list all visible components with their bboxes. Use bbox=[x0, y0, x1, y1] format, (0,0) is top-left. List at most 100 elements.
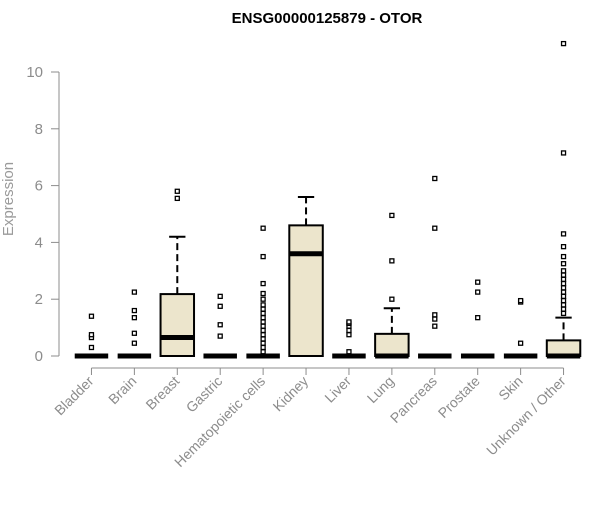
box-group bbox=[503, 297, 538, 359]
box-group bbox=[159, 188, 196, 358]
outlier-point bbox=[560, 244, 567, 250]
chart-title: ENSG00000125879 - OTOR bbox=[232, 10, 423, 27]
outlier-point bbox=[432, 225, 438, 231]
y-tick-label: 10 bbox=[26, 64, 43, 81]
box-group bbox=[288, 195, 324, 357]
outlier-point bbox=[260, 310, 266, 317]
y-tick-label: 6 bbox=[35, 178, 43, 195]
outlier-point bbox=[475, 315, 481, 321]
y-axis-label: Expression bbox=[0, 162, 17, 236]
box-group bbox=[460, 279, 495, 359]
outlier-point bbox=[475, 279, 481, 285]
box bbox=[159, 293, 196, 358]
outlier-point bbox=[432, 323, 438, 329]
outlier-point bbox=[131, 289, 138, 295]
outlier-point bbox=[260, 344, 266, 351]
box-group bbox=[246, 225, 280, 359]
outlier-point bbox=[260, 340, 266, 346]
x-tick-label: Unknown / Other bbox=[483, 373, 569, 459]
x-tick-label: Lung bbox=[364, 373, 397, 406]
y-axis: 0 2 4 6 8 10 bbox=[26, 64, 60, 365]
box bbox=[374, 332, 410, 357]
outlier-point bbox=[217, 303, 223, 309]
box-group bbox=[374, 212, 410, 359]
outlier-point bbox=[260, 319, 266, 325]
outlier-point bbox=[560, 268, 567, 274]
outlier-point bbox=[174, 188, 180, 194]
x-tick-label: Kidney bbox=[270, 373, 312, 415]
outlier-point bbox=[389, 212, 395, 219]
outlier-point bbox=[217, 322, 223, 328]
y-tick-label: 8 bbox=[35, 121, 43, 138]
outlier-point bbox=[260, 302, 266, 308]
outlier-point bbox=[260, 225, 266, 231]
outlier-point bbox=[389, 296, 395, 302]
outlier-point bbox=[560, 289, 567, 295]
box-group bbox=[74, 313, 109, 359]
outlier-point bbox=[131, 315, 138, 321]
outlier-point bbox=[88, 344, 95, 351]
outlier-point bbox=[260, 315, 266, 321]
x-tick-label: Liver bbox=[321, 373, 354, 406]
outlier-point bbox=[560, 272, 567, 278]
outlier-point bbox=[517, 340, 524, 346]
outlier-point bbox=[432, 175, 438, 182]
outlier-point bbox=[131, 307, 138, 314]
outlier-point bbox=[88, 332, 95, 338]
outlier-point bbox=[217, 333, 223, 339]
outlier-point bbox=[560, 306, 567, 312]
box-group bbox=[545, 40, 582, 359]
outlier-point bbox=[560, 276, 567, 282]
outlier-point bbox=[560, 150, 567, 156]
outlier-point bbox=[346, 327, 352, 334]
box-group bbox=[418, 175, 452, 359]
x-tick-label: Bladder bbox=[51, 373, 97, 419]
outlier-point bbox=[560, 297, 567, 304]
outlier-point bbox=[260, 327, 266, 334]
plot-area bbox=[74, 40, 582, 359]
outlier-point bbox=[131, 340, 138, 346]
outlier-point bbox=[560, 293, 567, 300]
outlier-point bbox=[260, 332, 266, 338]
y-tick-label: 0 bbox=[35, 348, 43, 365]
outlier-point bbox=[560, 280, 567, 287]
y-tick-label: 4 bbox=[35, 234, 43, 251]
outlier-point bbox=[560, 302, 567, 308]
outlier-point bbox=[560, 231, 567, 237]
outlier-point bbox=[217, 293, 223, 300]
outlier-point bbox=[260, 336, 266, 342]
outlier-point bbox=[346, 349, 352, 355]
outlier-point bbox=[88, 313, 95, 319]
outlier-point bbox=[560, 285, 567, 291]
outlier-point bbox=[131, 330, 138, 336]
outlier-point bbox=[346, 319, 352, 325]
outlier-point bbox=[260, 323, 266, 329]
outlier-point bbox=[560, 253, 567, 260]
y-tick-label: 2 bbox=[35, 291, 43, 308]
outlier-point bbox=[260, 306, 266, 312]
outlier-point bbox=[260, 253, 266, 260]
outlier-point bbox=[174, 195, 180, 202]
outlier-point bbox=[260, 280, 266, 287]
outlier-point bbox=[389, 258, 395, 264]
outlier-point bbox=[260, 349, 266, 355]
box-group bbox=[332, 319, 366, 359]
box-group bbox=[203, 293, 237, 359]
outlier-point bbox=[260, 290, 266, 297]
outlier-point bbox=[560, 310, 567, 317]
x-tick-label: Prostate bbox=[435, 373, 483, 421]
outlier-point bbox=[432, 316, 438, 322]
box bbox=[288, 224, 324, 357]
x-tick-label: Gastric bbox=[183, 373, 226, 416]
outlier-point bbox=[432, 312, 438, 318]
outlier-point bbox=[517, 297, 524, 304]
x-tick-label: Skin bbox=[495, 373, 526, 404]
box-group bbox=[117, 289, 152, 359]
outlier-point bbox=[346, 332, 352, 338]
x-tick-label: Brain bbox=[105, 373, 139, 407]
x-tick-label: Pancreas bbox=[387, 373, 440, 426]
outlier-point bbox=[560, 40, 567, 47]
